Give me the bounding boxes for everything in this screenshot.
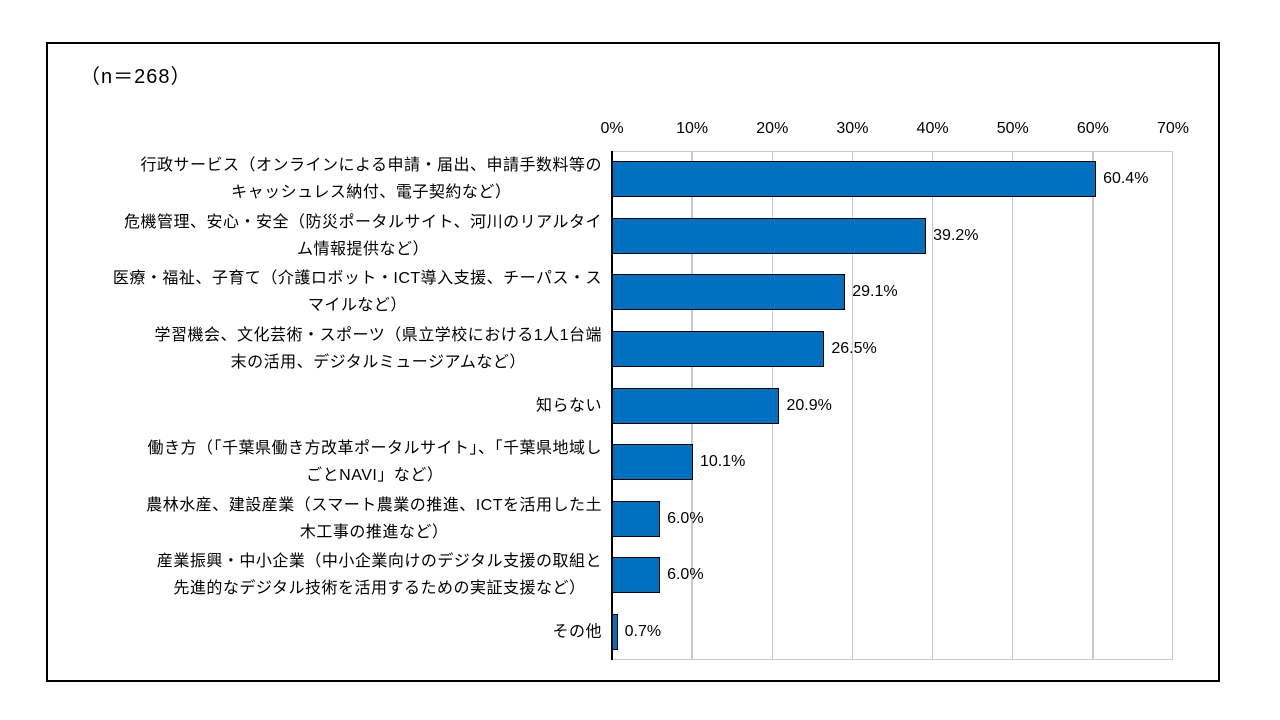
bar <box>612 274 846 311</box>
gridline <box>1092 151 1094 660</box>
bar <box>612 330 825 367</box>
category-label: 働き方（「千葉県働き方改革ポータルサイト」、「千葉県地域し ごとNAVI」など） <box>147 440 602 485</box>
gridline <box>851 151 854 660</box>
x-tick-label: 70% <box>1156 120 1190 137</box>
bar <box>612 387 780 424</box>
bar <box>612 557 661 594</box>
gridline <box>931 151 934 660</box>
bar-value-label: 6.0% <box>667 566 704 584</box>
bar-value-label: 20.9% <box>786 396 832 414</box>
bar-value-label: 29.1% <box>852 283 898 301</box>
x-tick-label: 50% <box>996 120 1029 137</box>
bar-value-label: 0.7% <box>624 622 662 640</box>
bar <box>612 444 693 481</box>
x-tick-label: 40% <box>916 120 949 137</box>
category-label: 医療・福祉、子育て（介護ロボット・ICT導入支援、チーパス・ス マイルなど） <box>112 270 602 315</box>
bar-value-label: 60.4% <box>1103 170 1149 188</box>
category-label: 行政サービス（オンラインによる申請・届出、申請手数料等の キャッシュレス納付、電… <box>140 157 602 202</box>
category-label: 産業振興・中小企業（中小企業向けのデジタル支援の取組と 先進的なデジタル技術を活… <box>156 553 602 598</box>
bar-chart: 0% 10% 20% 30% 40% 50% 60% 70% 行政サービス（オンラインによる申請… <box>48 44 1218 680</box>
gridline <box>1011 151 1014 660</box>
category-label: 農林水産、建設産業（スマート農業の推進、ICTを活用した土 木工事の推進など） <box>146 496 602 541</box>
category-label: その他 <box>552 623 602 641</box>
x-tick-label: 0% <box>600 120 624 137</box>
bar-value-label: 6.0% <box>667 509 704 527</box>
x-tick-label: 20% <box>756 120 789 137</box>
bar <box>612 613 618 650</box>
x-tick-label: 10% <box>676 120 709 137</box>
bar-value-label: 26.5% <box>831 339 877 357</box>
sample-size-label: （n＝268） <box>80 66 192 88</box>
bar <box>612 161 1097 198</box>
x-tick-label: 30% <box>836 120 869 137</box>
category-label: 知らない <box>535 397 602 414</box>
x-tick-label: 60% <box>1076 120 1109 137</box>
category-label: 学習機会、文化芸術・スポーツ（県立学校における1人1台端 末の活用、デジタルミュ… <box>154 326 602 371</box>
bar <box>612 217 927 254</box>
bar-value-label: 10.1% <box>699 453 746 471</box>
category-label: 危機管理、安心・安全（防災ポータルサイト、河川のリアルタイ ム情報提供など） <box>123 213 602 258</box>
bar-value-label: 39.2% <box>933 226 979 244</box>
bar <box>612 500 661 537</box>
chart-frame: （n＝268） 0% 10% 20% 30% 40% 50% 60% 70% 行政サービス（オン… <box>46 42 1220 682</box>
